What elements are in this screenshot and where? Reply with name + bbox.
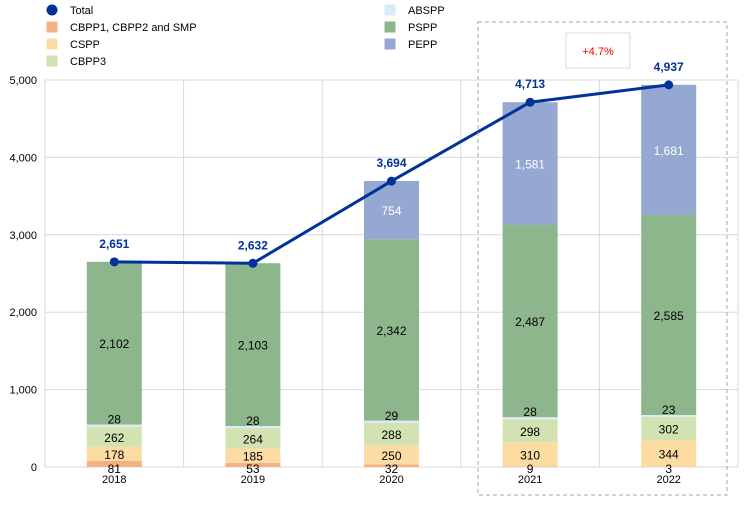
- bar-data-label: 23: [662, 403, 676, 417]
- legend-swatch: [47, 22, 58, 33]
- bar-data-label: 754: [381, 204, 401, 218]
- total-point: [387, 177, 396, 186]
- legend-swatch: [385, 5, 396, 16]
- legend-swatch: [385, 39, 396, 50]
- bar-data-label: 185: [243, 450, 263, 464]
- legend-marker-total: [47, 5, 58, 16]
- y-tick-label: 4,000: [9, 152, 37, 164]
- bar-data-label: 29: [385, 409, 399, 423]
- legend-label: PSPP: [408, 22, 437, 34]
- y-tick-label: 3,000: [9, 230, 37, 242]
- bar-data-label: 1,681: [654, 144, 684, 158]
- bar-data-label: 298: [520, 425, 540, 439]
- total-point: [664, 80, 673, 89]
- bar-data-label: 302: [659, 422, 679, 436]
- total-data-label: 2,651: [99, 237, 129, 251]
- bar-data-label: 262: [104, 431, 124, 445]
- bar-data-label: 2,102: [99, 337, 129, 351]
- total-data-label: 4,713: [515, 77, 545, 91]
- total-data-label: 2,632: [238, 238, 268, 252]
- bar-data-label: 28: [246, 414, 260, 428]
- bar-data-label: 32: [385, 462, 399, 476]
- bar-data-label: 178: [104, 448, 124, 462]
- bar-data-label: 2,585: [654, 309, 684, 323]
- bar-data-label: 9: [527, 462, 534, 476]
- legend-label: CBPP1, CBPP2 and SMP: [70, 22, 197, 34]
- total-point: [248, 259, 257, 268]
- legend-label: Total: [70, 5, 93, 17]
- bar-data-label: 1,581: [515, 157, 545, 171]
- y-tick-label: 0: [31, 462, 37, 474]
- bar-data-label: 3: [665, 462, 672, 476]
- bar-data-label: 81: [108, 462, 122, 476]
- bar-data-label: 28: [108, 413, 122, 427]
- bar-data-label: 310: [520, 448, 540, 462]
- bar-data-label: 2,342: [376, 324, 406, 338]
- bar-data-label: 250: [381, 449, 401, 463]
- legend-swatch: [47, 39, 58, 50]
- total-data-label: 4,937: [654, 60, 684, 74]
- bar-data-label: 264: [243, 432, 263, 446]
- bar-data-label: 344: [659, 447, 679, 461]
- y-tick-label: 2,000: [9, 307, 37, 319]
- total-point: [110, 257, 119, 266]
- legend-swatch: [47, 56, 58, 67]
- total-point: [526, 98, 535, 107]
- bar-data-label: 2,103: [238, 339, 268, 353]
- legend-label: CBPP3: [70, 56, 106, 68]
- bar-data-label: 53: [246, 462, 260, 476]
- y-tick-label: 1,000: [9, 385, 37, 397]
- bar-data-label: 2,487: [515, 315, 545, 329]
- y-tick-label: 5,000: [9, 75, 37, 87]
- annotation-label: +4.7%: [582, 46, 614, 58]
- total-data-label: 3,694: [376, 156, 406, 170]
- legend-label: CSPP: [70, 39, 100, 51]
- legend-label: ABSPP: [408, 5, 445, 17]
- bar-data-label: 28: [523, 405, 537, 419]
- legend-label: PEPP: [408, 39, 437, 51]
- bar-data-label: 288: [381, 428, 401, 442]
- legend-swatch: [385, 22, 396, 33]
